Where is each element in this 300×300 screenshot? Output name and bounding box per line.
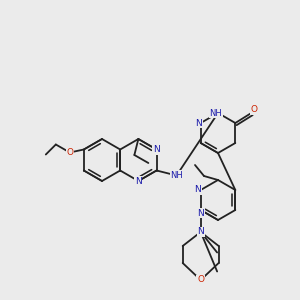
Text: N: N	[197, 227, 204, 236]
Text: N: N	[153, 145, 160, 154]
Text: NH: NH	[170, 171, 183, 180]
Text: O: O	[197, 275, 204, 284]
Text: O: O	[66, 148, 73, 157]
Text: N: N	[195, 118, 202, 127]
Text: NH: NH	[210, 109, 222, 118]
Text: N: N	[194, 185, 201, 194]
Text: N: N	[135, 176, 142, 185]
Text: N: N	[197, 208, 204, 217]
Text: O: O	[251, 106, 258, 115]
